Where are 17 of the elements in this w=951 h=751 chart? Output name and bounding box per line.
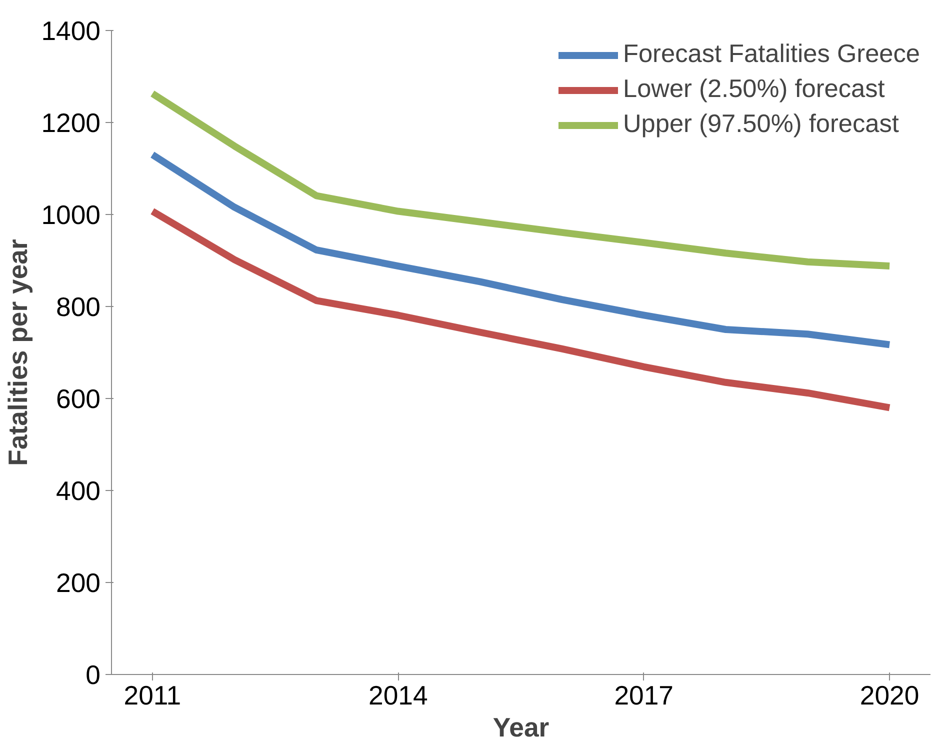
y-tick-label: 1400	[41, 16, 101, 46]
x-tick-label: 2014	[368, 680, 428, 710]
y-tick-label: 1000	[41, 200, 101, 230]
y-tick-label: 200	[56, 568, 101, 598]
legend-label: Upper (97.50%) forecast	[622, 110, 899, 139]
legend-label: Lower (2.50%) forecast	[622, 75, 885, 104]
y-tick-label: 800	[56, 292, 101, 322]
y-tick-label: 1200	[41, 108, 101, 138]
y-axis-title: Fatalities per year	[3, 239, 34, 466]
x-axis-title: Year	[492, 712, 550, 742]
y-tick-label: 400	[56, 476, 101, 506]
x-tick-label: 2017	[614, 680, 674, 710]
y-tick-label: 600	[56, 384, 101, 414]
x-tick-label: 2020	[860, 680, 920, 710]
y-tick-label: 0	[86, 660, 101, 690]
x-tick-label: 2011	[124, 680, 182, 710]
legend-label: Forecast Fatalities Greece	[622, 40, 920, 69]
